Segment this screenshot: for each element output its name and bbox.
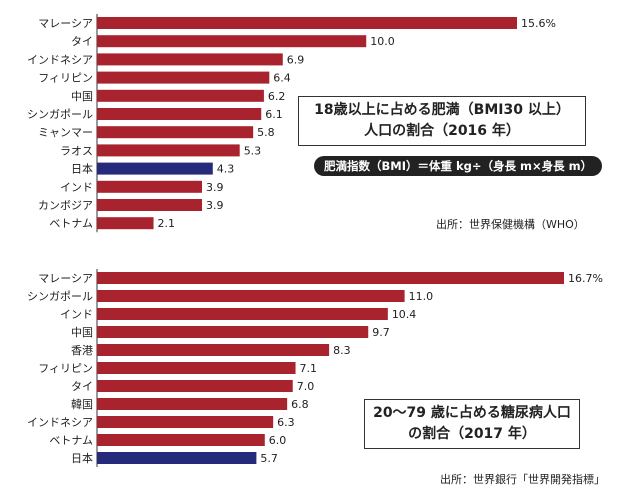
chart1-category-label: カンボジア xyxy=(38,199,93,212)
chart2-category-label: インド xyxy=(60,308,93,321)
chart1-category-label: ミャンマー xyxy=(38,126,93,139)
chart1-title-line2: 人口の割合（2016 年） xyxy=(364,123,520,139)
chart2-bar xyxy=(97,416,274,428)
chart1-value-label: 2.1 xyxy=(158,217,176,230)
chart2-bar xyxy=(97,308,388,320)
chart2-bar xyxy=(97,398,288,410)
chart2-title-line2: の割合（2017 年） xyxy=(408,426,536,442)
chart2-category-label: 中国 xyxy=(71,326,93,339)
chart1-bar xyxy=(97,35,367,48)
chart1-value-label: 6.9 xyxy=(287,53,305,66)
chart1-value-label: 6.2 xyxy=(268,90,286,103)
chart2-category-label: インドネシア xyxy=(27,416,93,429)
chart1-category-label: インド xyxy=(60,181,93,194)
chart2-category-label: ベトナム xyxy=(49,434,93,447)
chart2-bar xyxy=(97,434,265,446)
chart1-bar xyxy=(97,144,240,157)
chart2-category-label: フィリピン xyxy=(38,362,93,375)
chart1-title-box: 18歳以上に占める肥満（BMI30 以上） 人口の割合（2016 年） xyxy=(298,96,586,146)
chart1-bar xyxy=(97,53,283,66)
chart2-value-label: 16.7% xyxy=(568,272,603,285)
chart1-bar xyxy=(97,71,270,84)
chart2-category-label: 香港 xyxy=(71,344,93,357)
chart1-bar xyxy=(97,108,262,120)
chart1-value-label: 4.3 xyxy=(217,163,235,176)
chart2-category-label: 日本 xyxy=(71,451,93,465)
chart2-title-box: 20～79 歳に占める糖尿病人口 の割合（2017 年） xyxy=(364,399,580,449)
chart1-category-label: ベトナム xyxy=(49,217,93,230)
chart1-value-label: 5.3 xyxy=(244,144,262,157)
chart1-bar xyxy=(97,162,213,175)
chart1-category-label: シンガポール xyxy=(27,108,93,121)
chart1-category-label: 日本 xyxy=(71,162,93,176)
chart1-bar xyxy=(97,126,254,139)
chart1-bar xyxy=(97,180,202,193)
chart1-value-label: 3.9 xyxy=(206,181,224,194)
chart1-value-label: 6.1 xyxy=(265,108,283,121)
chart2-bar xyxy=(97,326,369,338)
chart2-value-label: 11.0 xyxy=(409,290,434,303)
chart2-value-label: 8.3 xyxy=(333,344,351,357)
chart1-bar xyxy=(97,17,517,29)
chart1-bar xyxy=(97,89,264,102)
chart2-value-label: 7.0 xyxy=(297,380,315,393)
chart1-value-label: 10.0 xyxy=(370,35,395,48)
chart1-value-label: 15.6% xyxy=(521,17,556,30)
chart2-value-label: 6.0 xyxy=(269,434,287,447)
chart2-bar xyxy=(97,362,296,374)
chart2-value-label: 6.3 xyxy=(277,416,295,429)
chart2-value-label: 9.7 xyxy=(372,326,390,339)
chart2-value-label: 6.8 xyxy=(291,398,309,411)
chart2-bar xyxy=(97,344,330,356)
bmi-formula-note: 肥満指数（BMI）＝体重 kg÷（身長 m×身長 m） xyxy=(314,156,603,176)
chart1-value-label: 5.8 xyxy=(257,126,275,139)
chart1-category-label: フィリピン xyxy=(38,72,93,85)
chart2-category-label: マレーシア xyxy=(38,272,93,285)
chart1-bar xyxy=(97,199,202,211)
chart2-bar xyxy=(97,380,293,392)
chart2-value-label: 10.4 xyxy=(392,308,417,321)
chart2-category-label: シンガポール xyxy=(27,290,93,303)
chart2-title-line1: 20～79 歳に占める糖尿病人口 xyxy=(373,405,571,421)
chart1-category-label: インドネシア xyxy=(27,53,93,66)
chart2-bar xyxy=(97,290,405,302)
chart1-title-line1: 18歳以上に占める肥満（BMI30 以上） xyxy=(314,102,570,118)
chart2-bar xyxy=(97,272,564,284)
chart1-category-label: マレーシア xyxy=(38,17,93,30)
chart1-category-label: タイ xyxy=(71,35,93,48)
chart2-category-label: タイ xyxy=(71,380,93,393)
chart2-source: 出所：世界銀行「世界開発指標」 xyxy=(440,473,605,486)
chart1-category-label: ラオス xyxy=(60,144,93,157)
chart1-bar xyxy=(97,217,154,230)
chart2-value-label: 5.7 xyxy=(260,452,278,465)
chart1-source: 出所：世界保健機構（WHO） xyxy=(436,218,585,231)
chart2-category-label: 韓国 xyxy=(71,398,93,411)
chart1-value-label: 6.4 xyxy=(273,72,291,85)
chart1-category-label: 中国 xyxy=(71,90,93,103)
chart2-bar xyxy=(97,452,257,464)
chart2-value-label: 7.1 xyxy=(300,362,318,375)
chart1-value-label: 3.9 xyxy=(206,199,224,212)
